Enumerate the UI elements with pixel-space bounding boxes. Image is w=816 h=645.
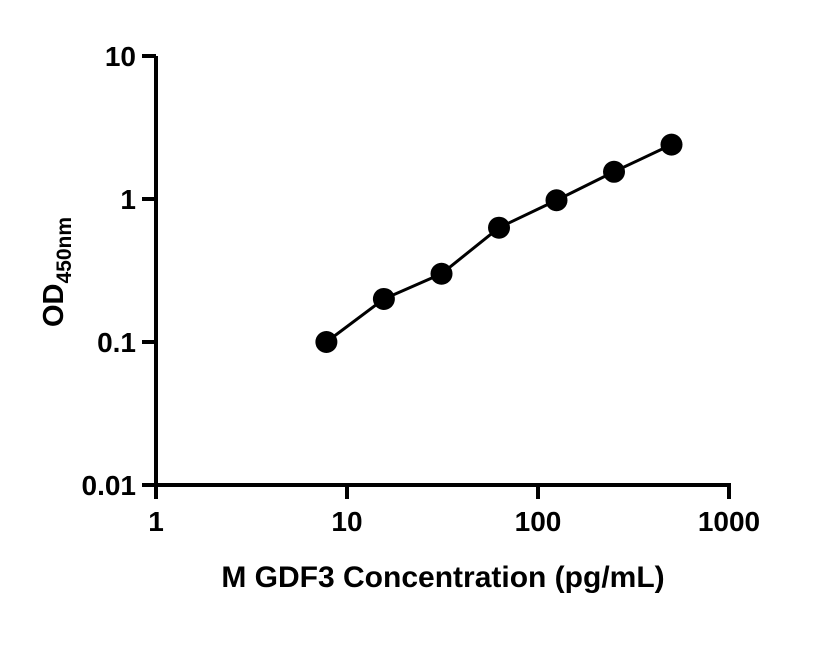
- data-point-marker: [488, 216, 511, 239]
- y-tick-label: 10: [105, 41, 136, 72]
- y-axis-title-subscript: 450nm: [53, 217, 76, 284]
- y-axis-ticks: 0.01 0.1 1 10: [82, 41, 156, 501]
- y-axis-title-base: OD: [38, 284, 70, 328]
- y-axis-title: OD450nm: [38, 217, 76, 327]
- y-tick-label: 1: [120, 184, 136, 215]
- data-point-marker: [430, 262, 453, 285]
- x-tick-label: 100: [515, 506, 562, 537]
- svg-text:OD450nm: OD450nm: [38, 217, 76, 327]
- data-point-marker: [545, 189, 568, 212]
- x-tick-label: 1: [148, 506, 164, 537]
- data-point-marker: [372, 287, 395, 310]
- data-point-marker: [315, 331, 338, 353]
- y-tick-label: 0.01: [82, 470, 137, 501]
- x-axis-ticks: 1 10 100 1000: [148, 485, 760, 537]
- x-axis-title: M GDF3 Concentration (pg/mL): [221, 561, 664, 594]
- x-tick-label: 1000: [698, 506, 760, 537]
- data-point-marker: [660, 133, 683, 156]
- y-tick-label: 0.1: [97, 327, 136, 358]
- data-point-marker: [603, 160, 626, 183]
- x-tick-label: 10: [331, 506, 362, 537]
- data-point-markers: [315, 133, 683, 353]
